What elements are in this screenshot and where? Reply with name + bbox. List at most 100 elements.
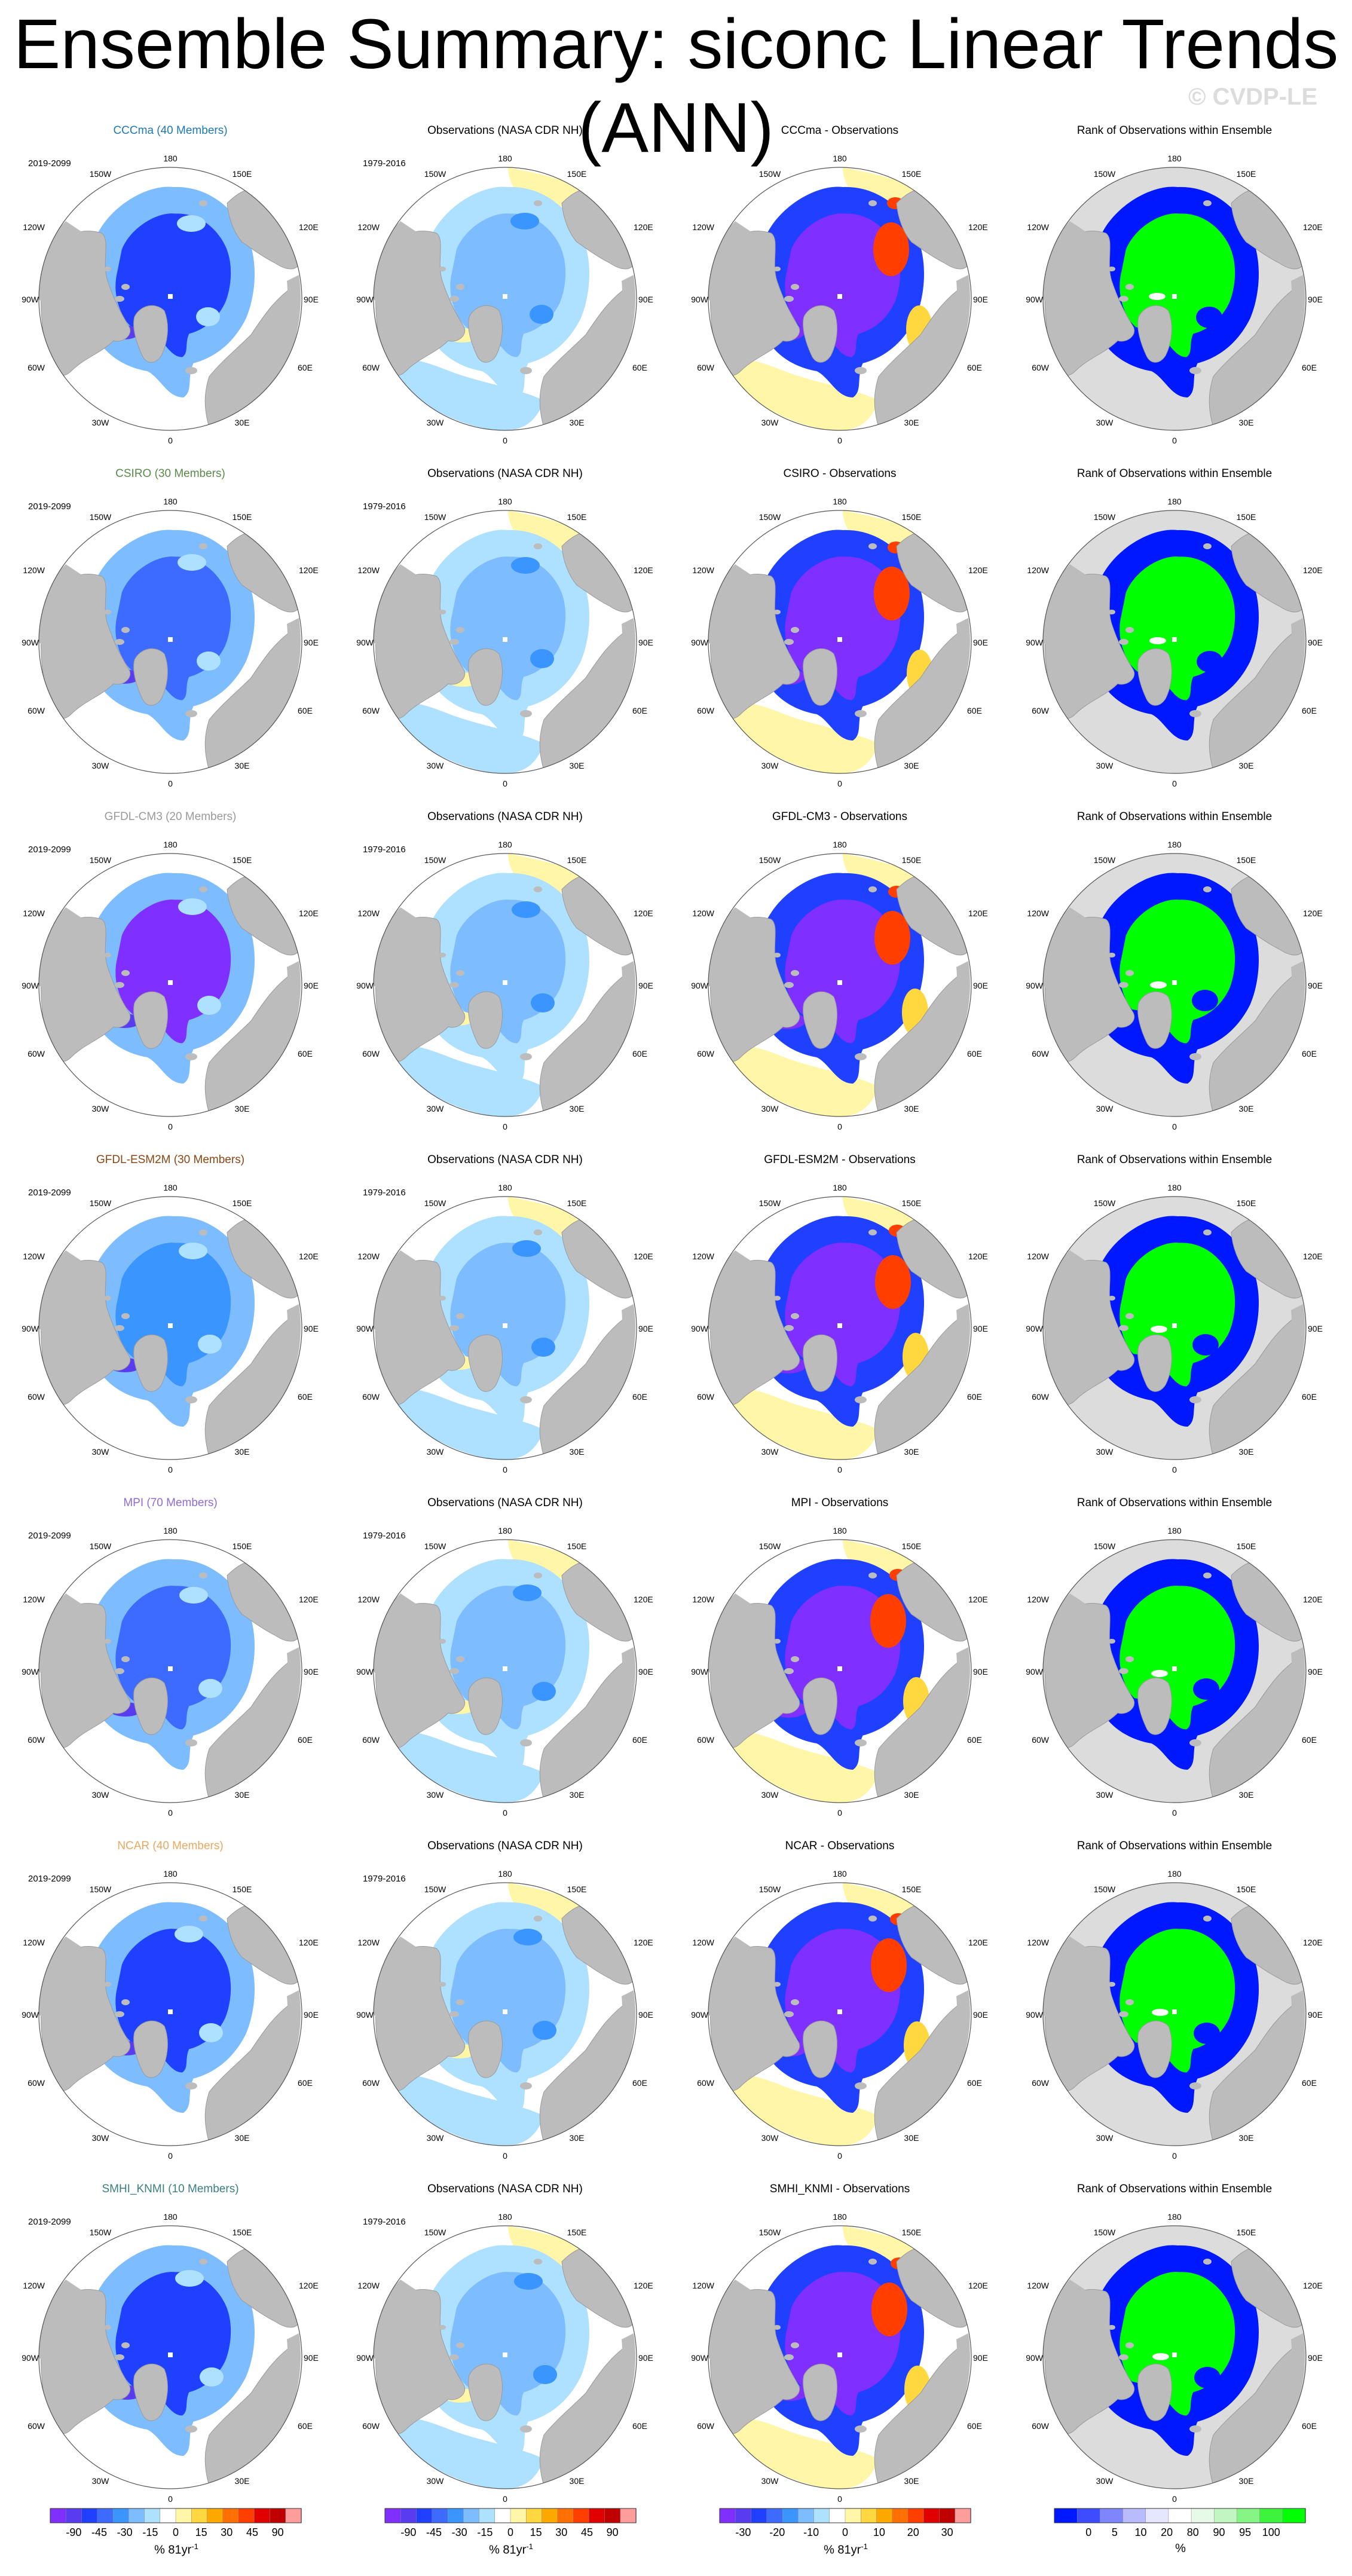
ice-band-atlantic [383,1388,544,1460]
longitude-label: 120E [1303,1938,1323,1947]
longitude-label: 150W [90,2228,112,2237]
land-island [593,2270,602,2277]
longitude-label: 30E [235,1447,250,1457]
longitude-label: 0 [168,1808,173,1818]
land-siberia [1267,2333,1305,2447]
ice-anomaly-patch [532,1682,556,1701]
map-content [708,1883,971,2146]
longitude-label: 60E [298,706,313,715]
panel-title: GFDL-ESM2M (30 Members) [96,1154,245,1166]
land-island [456,1656,464,1662]
map-content [39,853,302,1116]
land-siberia [598,1990,636,2104]
polar-map: 180 0 150W 150E 120W 120E 90W 90E 60W 60E 30W 30E [691,154,988,445]
figure-row-gfdl-cm3: 180 0 150W 150E 120W 120E 90W 90E 60W 60E 30W 30E GF… [0,806,1352,1149]
longitude-label: 60E [298,2421,313,2431]
panel-title: Rank of Observations within Ensemble [1076,1497,1273,1509]
map-boundary [38,1882,302,2146]
longitude-label: 60E [1302,1392,1317,1402]
land-island [868,1229,877,1235]
land-island [421,2369,433,2376]
ice-anomaly-patch [512,1240,541,1257]
land-island [1108,1982,1115,1987]
land-island [77,2009,91,2019]
polar-map: 180 0 150W 150E 120W 120E 90W 90E 60W 60E 30W 30E [22,2212,319,2504]
longitude-label: 150W [1094,1198,1116,1208]
land-island [739,2377,750,2385]
land-siberia [598,1647,636,1761]
land-island [449,296,459,302]
colorbar-swatch [1168,2508,1192,2523]
pole-marker [837,637,842,642]
land-island [746,294,760,304]
land-island [784,639,794,645]
longitude-label: 90E [973,2353,988,2363]
land-island [404,1348,415,1356]
land-island [216,1769,227,1776]
colorbar-swatch [1076,2508,1101,2523]
ice-band-atlantic [717,702,879,773]
land-island [185,1739,197,1746]
land-island [456,627,464,633]
map-panel-diff-mpi: 180 0 150W 150E 120W 120E 90W 90E 60W 60E 30W 30E MP… [681,1492,998,1835]
colorbar-swatch [175,2508,192,2523]
longitude-label: 150W [424,512,446,522]
longitude-label: 150W [90,1541,112,1551]
land-island [404,1005,415,1013]
land-island [885,1083,896,1090]
longitude-label: 0 [168,2494,173,2504]
longitude-label: 150E [233,1884,252,1894]
longitude-label: 60E [632,2078,647,2088]
colorbar-tick-label: 10 [1135,2526,1147,2538]
longitude-label: 30W [761,418,779,427]
longitude-label: 150W [90,169,112,179]
longitude-label: 120W [357,1938,380,1947]
longitude-label: 180 [833,2212,847,2222]
map-content [374,1197,637,1460]
pole-marker [1172,1666,1177,1671]
land-island [439,1982,446,1987]
ice-anomaly-patch [1149,293,1166,300]
land-island [1203,543,1212,549]
longitude-label: 0 [1172,1122,1177,1131]
polar-map: 180 0 150W 150E 120W 120E 90W 90E 60W 60E 30W 30E [22,1869,319,2161]
longitude-label: 30E [570,2133,585,2143]
longitude-label: 60E [967,363,982,372]
land-island [216,740,227,747]
longitude-label: 0 [168,1465,173,1474]
land-island [1189,1739,1201,1746]
land-greenland [133,1677,168,1735]
land-island [746,980,760,990]
land-island [928,555,937,562]
map-panel-diff-gfdl-cm3: 180 0 150W 150E 120W 120E 90W 90E 60W 60E 30W 30E GF… [681,806,998,1149]
land-siberia [932,1304,971,1418]
map-content [39,2226,302,2489]
land-island [1189,710,1201,717]
land-island [185,2082,197,2089]
land-island [1070,1715,1082,1723]
longitude-label: 90W [1026,2353,1044,2363]
colorbar-unit-text: % 81yr [489,2543,527,2557]
land-island [1119,296,1128,302]
longitude-label: 150E [233,512,252,522]
pole-marker [837,2009,842,2014]
longitude-label: 60W [697,2421,715,2431]
colorbar-swatch [494,2508,511,2523]
colorbar-tick-label: -30 [117,2526,133,2538]
longitude-label: 60W [27,1392,45,1402]
colorbar-tick-label: 90 [607,2526,619,2538]
longitude-label: 0 [837,2494,842,2504]
land-island [404,1691,415,1699]
longitude-label: 60W [362,706,380,715]
longitude-label: 60E [1302,706,1317,715]
longitude-label: 90W [356,1324,374,1333]
ice-anomaly-patch [197,651,221,671]
map-boundary [373,2225,637,2489]
colorbar-unit-text: % 81yr [824,2543,861,2557]
colorbar-tick-label: 0 [507,2526,513,2538]
ice-band-atlantic [383,359,544,430]
longitude-label: 150E [902,1541,922,1551]
longitude-label: 150W [759,1198,781,1208]
ice-anomaly-patch [1196,307,1222,328]
polar-map: 180 0 150W 150E 120W 120E 90W 90E 60W 60E 30W 30E [356,1183,653,1474]
